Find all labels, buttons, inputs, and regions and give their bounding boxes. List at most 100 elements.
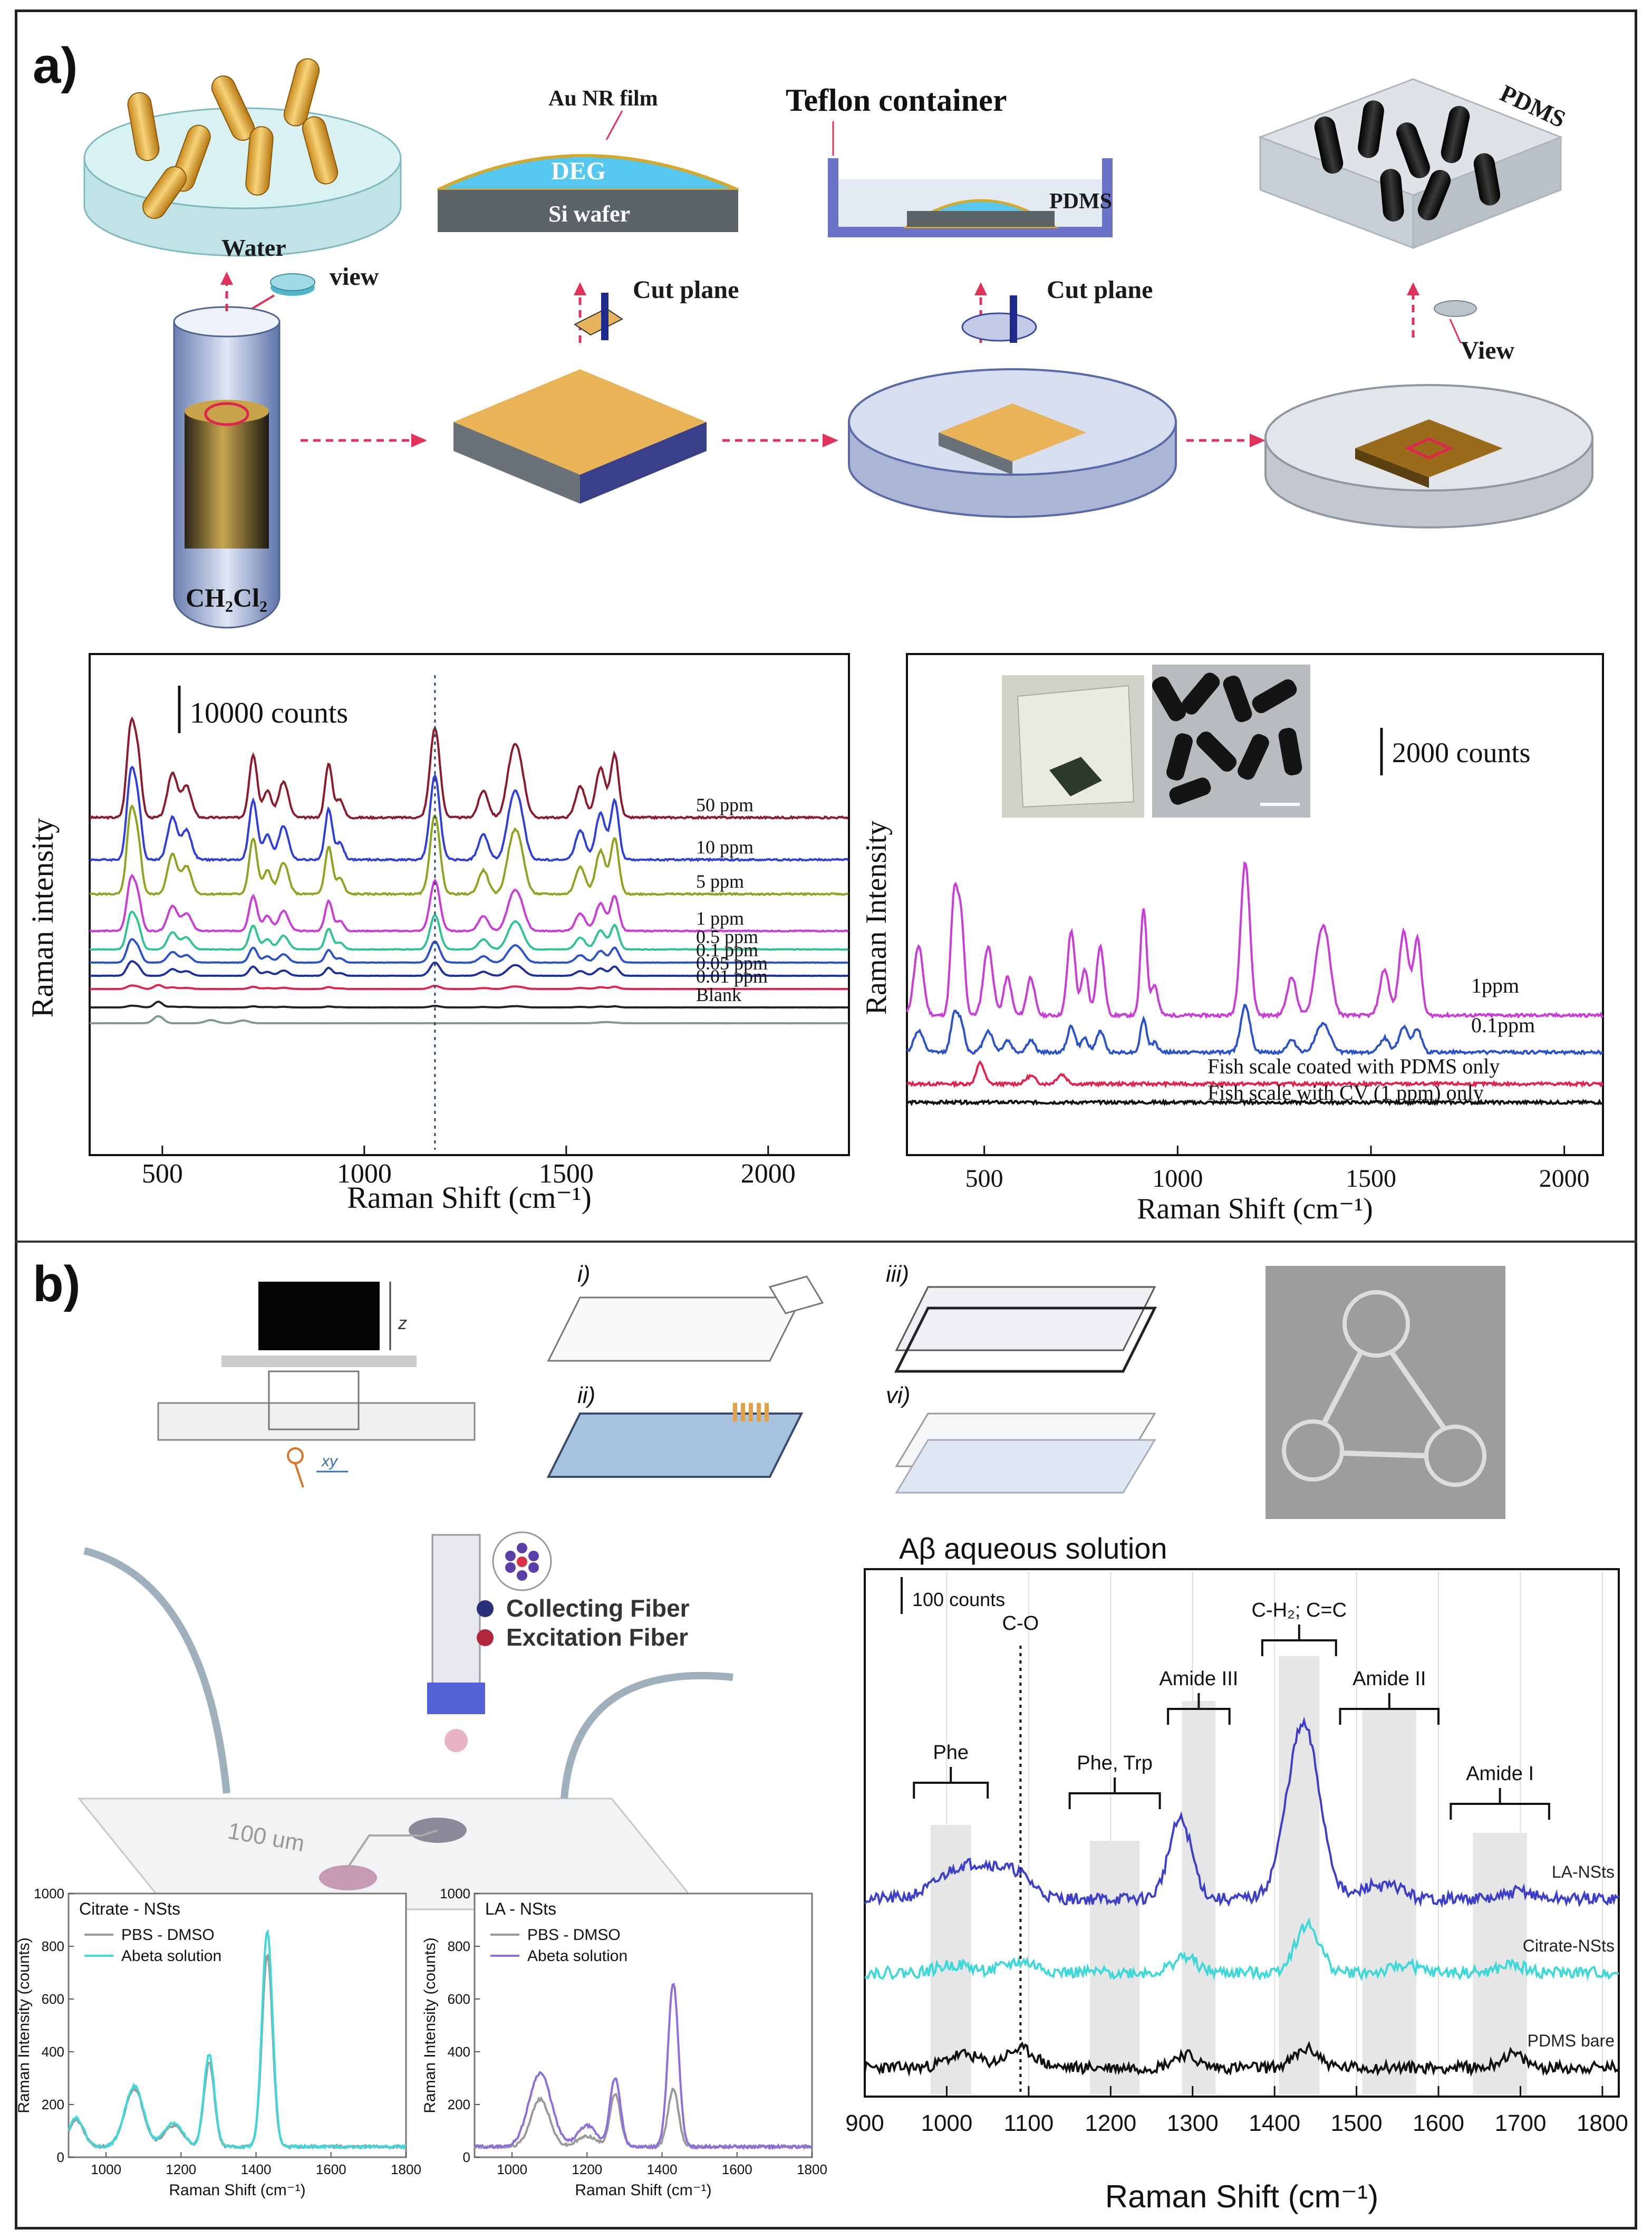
chart1-series-label: 0.01 ppm — [696, 966, 768, 987]
small-chart-ytick-label: 400 — [42, 2044, 64, 2060]
z-axis-label: z — [398, 1313, 407, 1333]
small-chart-ytick-label: 200 — [42, 2097, 64, 2112]
chart3-band-bracket — [1261, 1625, 1337, 1656]
small-chart-ytick-label: 0 — [463, 2149, 470, 2165]
chart1-frame — [89, 653, 850, 1156]
chart1-series-line — [89, 765, 849, 862]
chart2-ylabel: Raman Intensity — [860, 821, 893, 1015]
collecting-fiber-label: Collecting Fiber — [506, 1594, 690, 1622]
chart1-series-label: 5 ppm — [696, 871, 744, 892]
small-chart-series-line — [474, 1982, 813, 2150]
chart1-tick-label: 1000 — [337, 1159, 392, 1189]
chart3-band-label: Phe — [933, 1742, 969, 1764]
teflon-label: Teflon container — [786, 83, 1007, 118]
tem-image — [1152, 665, 1310, 818]
chart3-series-label: Citrate-NSts — [1523, 1936, 1615, 1955]
final-dish — [1264, 384, 1593, 528]
small-chart-frame — [474, 1892, 813, 2158]
chart-sers-concentration: Raman intensity Raman Shift (cm⁻¹) 10000… — [25, 653, 850, 1215]
small-chart-xtick-label: 1600 — [722, 2161, 752, 2177]
small-chart-title: Citrate - NSts — [79, 1899, 180, 1918]
chart3-tick-label: 1300 — [1167, 2110, 1219, 2136]
small-chart-legend-label: PBS - DMSO — [527, 1926, 621, 1944]
chart1-series-label: 0.05 ppm — [696, 953, 768, 974]
small-chart-title: LA - NSts — [485, 1899, 556, 1918]
chart2-tick-label: 2000 — [1539, 1165, 1590, 1193]
microfluidic-photo — [1265, 1266, 1505, 1519]
chart3-tick-label: 1200 — [1085, 2110, 1136, 2136]
chart1-series-label: 0.5 ppm — [696, 926, 758, 947]
chart2-tick-label: 1000 — [1152, 1165, 1203, 1193]
small-chart-ytick-label: 400 — [448, 2044, 470, 2060]
chart3-band-label: Amide I — [1466, 1763, 1534, 1785]
chart3-series-label: PDMS bare — [1528, 2031, 1615, 2050]
figure-frame — [15, 9, 1637, 2230]
chart2-series-line — [906, 1004, 1603, 1056]
chart3-band — [1362, 1709, 1417, 2094]
view-disc-icon-2: View — [1434, 300, 1515, 364]
chart2-series-line — [906, 861, 1603, 1020]
chart3-band-bracket — [1068, 1777, 1161, 1809]
step-ii-label: ii) — [577, 1382, 595, 1408]
small-chart-xtick-label: 1800 — [391, 2161, 421, 2177]
small-chart-ytick-label: 1000 — [440, 1886, 470, 1901]
chart1-series-line — [89, 960, 848, 977]
chart3-tick-label: 1500 — [1331, 2110, 1383, 2136]
chart1-series-label: 10 ppm — [696, 837, 753, 858]
small-chart-xtick-label: 1800 — [797, 2161, 827, 2177]
excitation-fiber-label: Excitation Fiber — [506, 1623, 688, 1651]
chart1-series-line — [90, 1015, 848, 1025]
small-chart-xtick-label: 1400 — [647, 2161, 678, 2177]
chart3-series-line — [864, 1917, 1619, 1981]
chart1-series-line — [89, 804, 848, 897]
chart3-scale-label: 100 counts — [912, 1589, 1005, 1610]
chart3-band-label: Phe, Trp — [1077, 1752, 1153, 1774]
assembly-steps: i) ii) iii) vi) — [546, 1261, 1157, 1494]
cut-plane-icon-2: Cut plane — [961, 276, 1153, 343]
chart1-tick-label: 2000 — [741, 1159, 796, 1189]
chart3-tick-label: 1600 — [1413, 2110, 1464, 2136]
chart1-series-line — [89, 716, 849, 820]
panel-b-label: b) — [33, 1256, 81, 1312]
chart2-series-label: Fish scale coated with PDMS only — [1207, 1054, 1500, 1078]
small-chart-ytick-label: 200 — [448, 2097, 470, 2112]
step-iii-label: iii) — [886, 1261, 909, 1287]
chart1-series-line — [89, 910, 848, 951]
pdms-dish — [848, 368, 1177, 518]
chart3-tick-label: 1700 — [1495, 2110, 1547, 2136]
chart3-band-bracket — [913, 1767, 989, 1799]
small-chart-ytick-label: 1000 — [34, 1886, 64, 1901]
chart3-series-line — [864, 1716, 1620, 1908]
chart3-band — [1090, 1841, 1140, 2094]
chart1-xlabel: Raman Shift (cm⁻¹) — [347, 1180, 592, 1215]
fish-scale-photo — [1002, 675, 1144, 818]
chart3-band-label: Amide III — [1159, 1668, 1238, 1690]
tube-solvent-label: CH₂Cl₂ — [186, 583, 267, 612]
chart2-series-label: 0.1ppm — [1471, 1013, 1535, 1037]
chart1-tick-label: 1500 — [539, 1159, 594, 1189]
chart2-series-label: 1ppm — [1471, 974, 1519, 997]
chart3-series-line — [864, 2041, 1620, 2077]
water-label: Water — [221, 234, 286, 261]
panel-b-schematics: z xy i) ii) iii) vi) — [77, 1261, 1505, 1910]
chart2-series-line — [906, 1060, 1604, 1089]
chart3-band-bracket — [1167, 1693, 1231, 1725]
fiber-chip-diagram: Collecting Fiber Excitation Fiber 100 um — [77, 1531, 733, 1910]
fabrication-schematic: Water view CH₂Cl₂ DEG — [83, 58, 1593, 629]
chart1-series-line — [89, 873, 849, 933]
chart3-title: Aβ aqueous solution — [899, 1532, 1167, 1565]
chart3-tick-label: 1100 — [1004, 2110, 1054, 2136]
chart3-tick-label: 1800 — [1577, 2110, 1628, 2136]
chart1-series-label: 1 ppm — [696, 908, 744, 929]
step-i-label: i) — [577, 1261, 590, 1287]
chart2-tick-label: 1500 — [1346, 1165, 1396, 1193]
chart3-tick-label: 1000 — [921, 2110, 972, 2136]
small-chart-ytick-label: 0 — [57, 2149, 64, 2165]
small-chart-ytick-label: 800 — [42, 1938, 64, 1954]
small-chart-frame — [67, 1892, 407, 2158]
water-dish: Water — [83, 58, 402, 261]
chart1-series-line — [89, 1001, 848, 1009]
stage-diagram: z xy — [157, 1282, 476, 1488]
chart3-series-label: LA-NSts — [1552, 1862, 1615, 1881]
chart2-tick-label: 500 — [965, 1165, 1003, 1193]
